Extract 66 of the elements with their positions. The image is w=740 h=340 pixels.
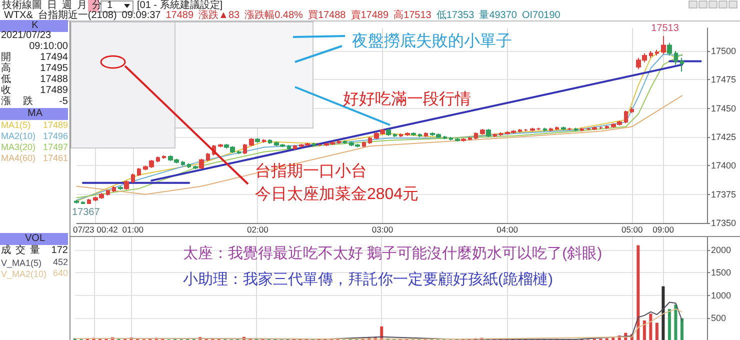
text: V_MA1(5) [1, 258, 42, 268]
text: K [32, 20, 38, 31]
text: 漲跌 -5 [1, 96, 68, 108]
x-tick-label: 07/23 00:42 [73, 224, 118, 234]
x-tick-label: 05:00 [621, 224, 644, 234]
annotation: 好好吃滿一段行情 [343, 91, 471, 109]
text: 17461 [42, 152, 68, 164]
text: 台指期近一(2108) [38, 10, 117, 21]
text: 17496 [42, 130, 68, 142]
annotation: 17513 [651, 23, 679, 35]
text: 452 [52, 256, 68, 268]
x-tick-label: 03:00 [372, 224, 394, 234]
annotation: 今日太座加菜金2804元 [255, 186, 419, 204]
text: 成交量 172 [1, 245, 68, 257]
text: MA3(20) [1, 142, 36, 152]
x-tick-label: 02:00 [247, 224, 269, 234]
text: 分 [92, 0, 102, 11]
text: 週 [62, 0, 72, 11]
y-tick-label: 17425 [711, 132, 736, 142]
text: 量49370 [479, 10, 517, 22]
text: 1 [107, 0, 113, 11]
y-tick-label: 1000 [711, 290, 732, 300]
text: 低 17488 [1, 74, 68, 85]
text: 漲跌幅0.48% [244, 10, 303, 22]
text: MA4(60) [1, 152, 36, 164]
text: 收 17489 [1, 85, 68, 96]
text: 高 17495 [1, 63, 68, 74]
y-tick-label: 17400 [711, 160, 736, 171]
text: V_MA2(10) [1, 268, 47, 280]
text: 09:10:00 [29, 41, 68, 53]
y-tick-label: 2000 [711, 244, 732, 255]
y-tick-label: 17450 [711, 103, 736, 114]
y-tick-label: 1500 [711, 268, 732, 278]
text: 技術線圖 [2, 0, 42, 11]
annotation: 太座：我覺得最近吃不太好 鵝子可能沒什麼奶水可以吃了(斜眼) [183, 244, 602, 262]
text: 月 [77, 0, 87, 11]
text: 日 [47, 0, 57, 11]
y-tick-label: 17350 [711, 218, 736, 228]
y-tick-label: 17500 [711, 46, 736, 56]
text: 漲跌▲83 [198, 10, 240, 22]
y-tick-label: 500 [711, 313, 726, 324]
text: 賣17489 [350, 10, 389, 22]
text: 09:09:37 [122, 10, 161, 22]
text: 17489 [42, 120, 68, 130]
text: 買17488 [308, 10, 346, 22]
text: 低17353 [436, 10, 474, 22]
x-tick-label: 04:00 [496, 224, 518, 234]
text: VOL [25, 233, 46, 245]
annotation: 17367 [72, 207, 100, 219]
text: WTX& [4, 10, 33, 21]
x-tick-label: 09:00 [652, 224, 674, 234]
text: MA [28, 108, 42, 120]
annotation: 夜盤撈底失敗的小單子 [352, 33, 512, 51]
annotation: 小助理：我家三代單傳，拜託你一定要顧好孩紙(跪榴槤) [183, 270, 553, 288]
text: MA1(5) [1, 120, 31, 130]
text: 開 17494 [1, 52, 68, 63]
text: MA2(10) [1, 130, 36, 142]
text: 17497 [42, 142, 68, 152]
text: 高17513 [394, 10, 432, 22]
text: OI70190 [522, 10, 560, 22]
y-tick-label: 17475 [711, 74, 736, 85]
text: 640 [52, 268, 68, 278]
text: 17489 [166, 10, 194, 22]
x-tick-label: 01:00 [122, 224, 144, 234]
text: 2021/07/23 [1, 30, 52, 42]
y-tick-label: 17375 [711, 189, 736, 200]
